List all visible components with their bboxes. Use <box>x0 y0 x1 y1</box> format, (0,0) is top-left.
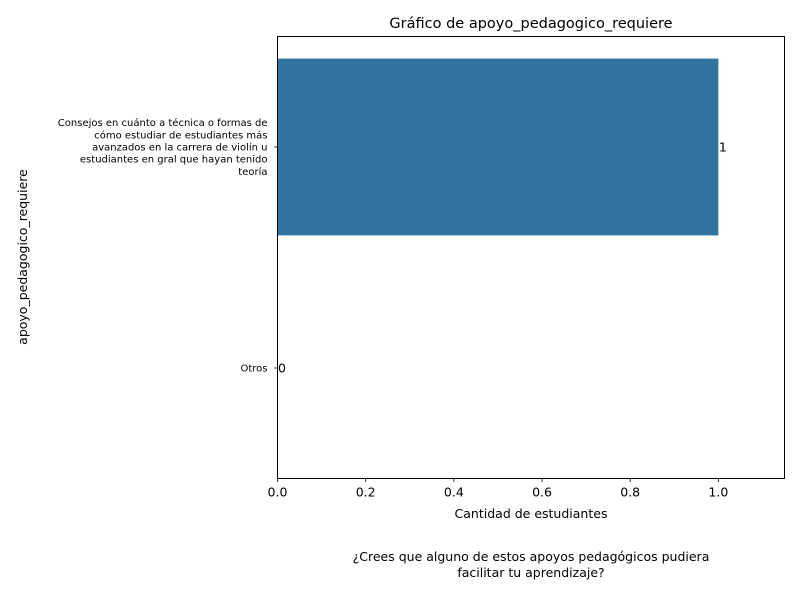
plot-frame <box>277 36 785 479</box>
x-tick-label-5: 1.0 <box>708 485 728 500</box>
y-axis-label: apoyo_pedagogico_requiere <box>15 169 30 345</box>
data-label-1: 0 <box>278 361 286 376</box>
figure-caption: ¿Crees que alguno de estos apoyos pedagó… <box>353 549 710 580</box>
y-tick-label-1: Otros <box>240 364 267 375</box>
bar-0 <box>277 58 719 236</box>
y-tick-label-0: Consejos en cuánto a técnica o formas de… <box>58 117 268 178</box>
x-tick-label-1: 0.2 <box>356 485 376 500</box>
x-tick-label-3: 0.6 <box>532 485 552 500</box>
x-tick-label-2: 0.4 <box>444 485 464 500</box>
data-label-0: 1 <box>719 140 727 155</box>
x-tick-label-4: 0.8 <box>620 485 640 500</box>
x-tick-label-0: 0.0 <box>268 485 288 500</box>
chart-title: Gráfico de apoyo_pedagogico_requiere <box>389 16 672 32</box>
x-axis-label: Cantidad de estudiantes <box>455 506 608 521</box>
